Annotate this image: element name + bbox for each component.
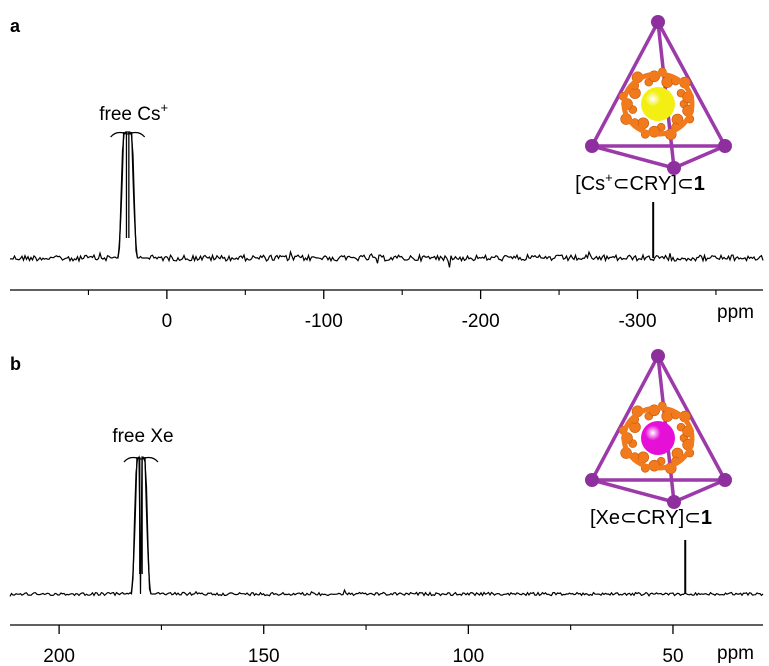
cage-edge	[673, 478, 726, 504]
tick-label: -200	[462, 311, 500, 332]
framework-ring	[621, 405, 695, 471]
x-tick-labels-b: 200 150 100 50	[43, 646, 683, 666]
cage-structure-inset-a	[585, 15, 732, 175]
tick-label: 0	[162, 311, 173, 332]
peak-label-free-cs: free Cs+	[99, 100, 168, 125]
cage-edge	[591, 478, 675, 504]
panel-a: a 0 -100 -200 -300 ppm free Cs+ [Cs+⊂CRY]⊂1	[9, 15, 764, 332]
cage-edge	[656, 355, 727, 481]
x-ticks-a	[87, 290, 717, 299]
cage-vertex	[585, 473, 599, 487]
cage-edge	[590, 355, 660, 481]
cage-vertex	[667, 495, 681, 509]
cage-edge	[673, 144, 726, 170]
cage-vertex	[651, 15, 665, 29]
cage-vertex	[667, 161, 681, 175]
peak-label-xe-complex: [Xe⊂CRY]⊂1	[590, 507, 712, 529]
peak-label-free-xe: free Xe	[112, 426, 173, 447]
tick-label: 200	[43, 646, 75, 666]
cage-vertex	[585, 139, 599, 153]
panel-a-letter: a	[10, 16, 21, 36]
x-axis-unit-b: ppm	[717, 643, 754, 664]
truncation-brace-a	[110, 131, 146, 138]
cage-edge	[656, 21, 727, 147]
panel-b-letter: b	[10, 354, 21, 374]
x-ticks-b	[58, 625, 674, 634]
free-peak-b	[130, 456, 152, 595]
cage-edge	[590, 21, 660, 147]
peak-label-cs-complex: [Cs+⊂CRY]⊂1	[575, 170, 705, 195]
tick-label: 100	[452, 646, 484, 666]
cage-vertex	[651, 349, 665, 363]
x-axis-unit-a: ppm	[717, 302, 754, 323]
guest-atom	[641, 421, 675, 455]
guest-atom	[641, 87, 675, 121]
framework-ring	[621, 71, 695, 137]
cage-vertex	[718, 139, 732, 153]
free-peak-a	[117, 131, 139, 259]
x-tick-labels-a: 0 -100 -200 -300	[162, 311, 657, 332]
panel-b: b 200 150 100 50 ppm free Xe [Xe⊂CRY]⊂1	[9, 349, 764, 666]
cage-edge	[591, 144, 675, 170]
tick-label: -300	[618, 311, 656, 332]
truncation-brace-b	[123, 456, 159, 463]
tick-label: -100	[305, 311, 343, 332]
cage-vertex	[718, 473, 732, 487]
tick-label: 50	[662, 646, 683, 666]
cage-structure-inset-b	[585, 349, 732, 509]
tick-label: 150	[248, 646, 280, 666]
